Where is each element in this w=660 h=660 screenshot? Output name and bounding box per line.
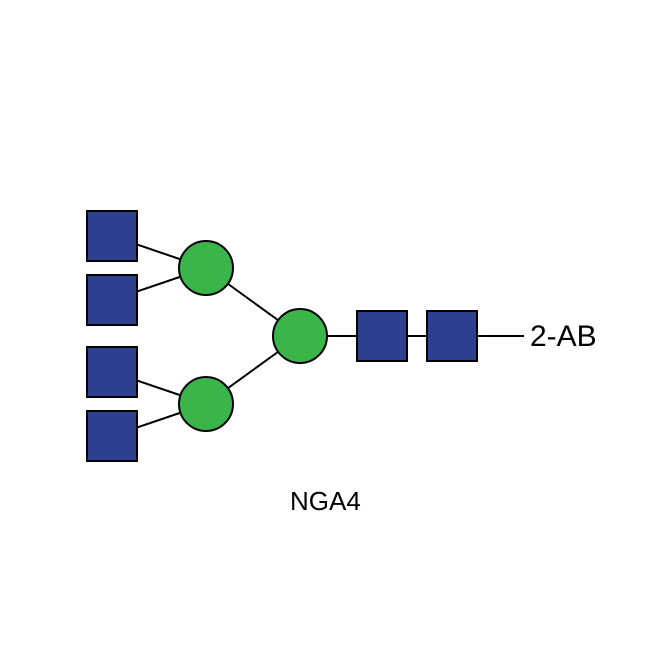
- glcnac-square: [357, 311, 407, 361]
- mannose-circle: [179, 377, 233, 431]
- glcnac-square: [87, 347, 137, 397]
- end-label: 2-AB: [530, 320, 597, 353]
- mannose-circle: [273, 309, 327, 363]
- glcnac-square: [87, 411, 137, 461]
- glcnac-square: [87, 275, 137, 325]
- glycan-diagram: 2-AB NGA4: [0, 0, 660, 660]
- mannose-circle: [179, 241, 233, 295]
- caption: NGA4: [290, 486, 361, 516]
- glcnac-square: [87, 211, 137, 261]
- glcnac-square: [427, 311, 477, 361]
